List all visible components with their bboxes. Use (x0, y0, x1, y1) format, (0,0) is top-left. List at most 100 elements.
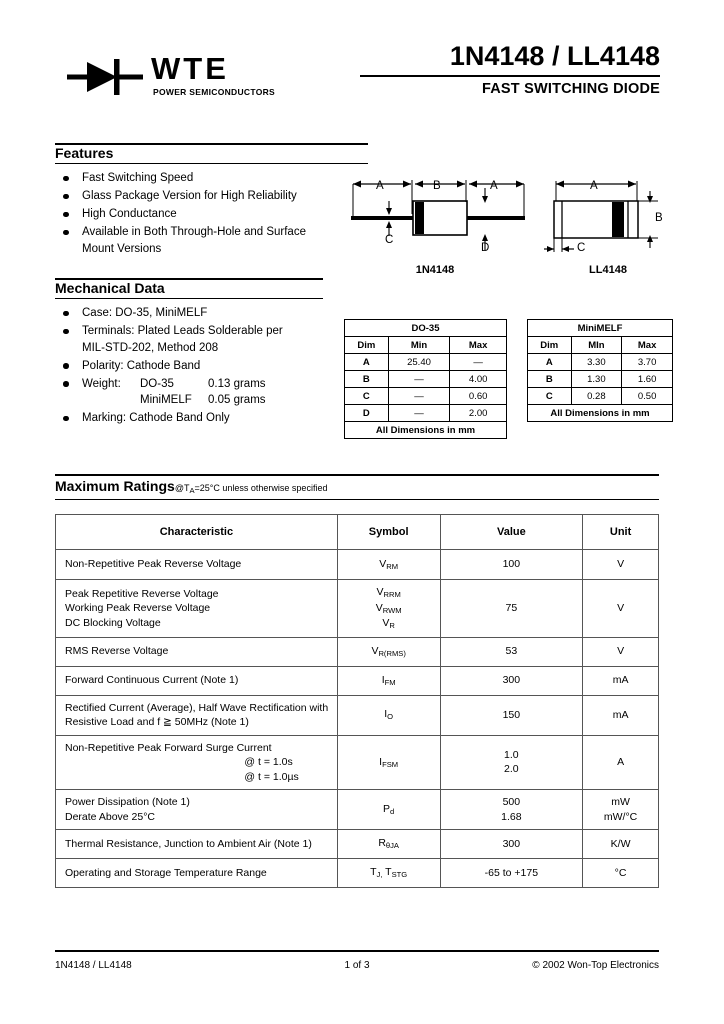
do35-col-max: Max (449, 336, 507, 354)
cell-characteristic: Non-Repetitive Peak Reverse Voltage (55, 549, 338, 580)
do35-dim-label-d: D (481, 242, 490, 254)
weight-value-1: 0.13 grams (208, 377, 266, 390)
table-row: B 1.30 1.60 (527, 370, 673, 388)
cell-characteristic: Peak Repetitive Reverse Voltage Working … (55, 579, 338, 638)
minimelf-cell-max: 0.50 (621, 387, 673, 405)
bullet-icon (63, 229, 69, 235)
cell-unit: °C (582, 858, 659, 888)
cell-characteristic: Rectified Current (Average), Half Wave R… (55, 694, 338, 736)
mechanical-heading: Mechanical Data (55, 280, 323, 299)
cell-unit: mA (582, 665, 659, 696)
do35-cell-dim: A (344, 353, 389, 371)
list-item: Glass Package Version for High Reliabili… (55, 188, 368, 205)
feature-text: Fast Switching Speed (82, 172, 194, 184)
table-row: Forward Continuous Current (Note 1) IFM … (55, 665, 659, 696)
cell-unit: V (582, 636, 659, 667)
do35-cell-min: — (387, 370, 451, 388)
minimelf-dimension-table: MiniMELF Dim MIn Max A 3.30 3.70 B 1.30 … (527, 319, 673, 422)
surge-conditions: @ t = 1.0s @ t = 1.0µs (244, 756, 299, 783)
footer-part-number: 1N4148 / LL4148 (55, 960, 132, 971)
do35-cell-dim: B (344, 370, 389, 388)
do35-dimension-table: DO-35 Dim Min Max A 25.40 — B — 4.00 C —… (344, 319, 507, 439)
list-item: Weight: DO-35 0.13 grams MiniMELF 0.05 grams (55, 376, 323, 409)
minimelf-table-footnote: All Dimensions in mm (527, 404, 673, 422)
list-item: Polarity: Cathode Band (55, 358, 323, 375)
minimelf-cell-dim: A (527, 353, 572, 371)
ratings-top-rule (55, 474, 659, 476)
mechanical-top-rule (55, 278, 323, 280)
do35-col-min: Min (387, 336, 451, 354)
table-row: Power Dissipation (Note 1) Derate Above … (55, 789, 659, 830)
bullet-icon (63, 363, 69, 369)
do35-cell-min: 25.40 (387, 353, 451, 371)
ratings-table-wrap: Characteristic Symbol Value Unit Non-Rep… (55, 514, 659, 888)
table-row: Thermal Resistance, Junction to Ambient … (55, 829, 659, 859)
cell-value: 500 1.68 (439, 789, 584, 830)
table-header-row: Characteristic Symbol Value Unit (55, 514, 659, 550)
do35-cell-min: — (387, 387, 451, 405)
minimelf-cell-min: 3.30 (570, 353, 623, 371)
cell-symbol: VRRM VRWM VR (336, 579, 441, 638)
do35-col-dim: Dim (344, 336, 389, 354)
features-top-rule (55, 143, 368, 145)
maximum-ratings-section: Maximum Ratings@TA=25°C unless otherwise… (55, 474, 659, 500)
do35-dim-label-c: C (385, 234, 394, 246)
ratings-heading-note: @TA=25°C unless otherwise specified (174, 483, 328, 495)
weight-label: Weight: (82, 377, 121, 390)
cell-value: 300 (439, 665, 584, 696)
weight-package-2: MiniMELF (140, 394, 192, 406)
logo-wordmark: WTE (151, 51, 229, 86)
page-header: WTE POWER SEMICONDUCTORS 1N4148 / LL4148… (55, 40, 660, 120)
minimelf-cell-max: 1.60 (621, 370, 673, 388)
cell-value: 100 (439, 549, 584, 580)
do35-cell-dim: D (344, 404, 389, 422)
do35-dim-label-b: B (433, 180, 441, 192)
table-row: Peak Repetitive Reverse Voltage Working … (55, 579, 659, 638)
minimelf-table-title: MiniMELF (527, 319, 673, 337)
mechanical-text: Case: DO-35, MiniMELF (82, 307, 208, 319)
col-unit: Unit (582, 514, 659, 550)
do35-outline-drawing (351, 180, 525, 250)
footer-divider (55, 950, 659, 952)
cell-unit: A (582, 734, 659, 790)
list-item: Terminals: Plated Leads Solderable per MI… (55, 323, 323, 356)
mechanical-text: Polarity: Cathode Band (82, 359, 201, 372)
cell-value: 75 (439, 579, 584, 638)
cell-unit: V (582, 579, 659, 638)
minimelf-cell-min: 0.28 (570, 387, 623, 405)
minimelf-outline-drawing (544, 180, 658, 252)
minimelf-dim-label-c: C (577, 242, 586, 254)
list-item: Fast Switching Speed (55, 170, 368, 187)
cell-unit: mA (582, 694, 659, 736)
features-list: Fast Switching Speed Glass Package Versi… (55, 170, 368, 257)
mechanical-data-section: Mechanical Data Case: DO-35, MiniMELF Te… (55, 278, 323, 428)
list-item: Marking: Cathode Band Only (55, 410, 323, 427)
bullet-icon (63, 193, 69, 199)
features-section: Features Fast Switching Speed Glass Pack… (55, 143, 368, 259)
page-footer: 1N4148 / LL4148 1 of 3 © 2002 Won-Top El… (55, 950, 659, 976)
do35-cell-max: — (449, 353, 507, 371)
do35-dim-label-a-right: A (490, 180, 498, 192)
table-row: Rectified Current (Average), Half Wave R… (55, 694, 659, 736)
features-heading: Features (55, 145, 368, 164)
cell-value: 150 (439, 694, 584, 736)
bullet-icon (63, 310, 69, 316)
minimelf-dim-label-b: B (655, 212, 663, 224)
cell-symbol: TJ, TSTG (336, 858, 441, 888)
title-divider (360, 75, 660, 77)
table-row: A 25.40 — (344, 353, 507, 371)
mechanical-list: Case: DO-35, MiniMELF Terminals: Plated … (55, 305, 323, 427)
list-item: Available in Both Through-Hole and Surfa… (55, 224, 368, 257)
ratings-heading-row: Maximum Ratings@TA=25°C unless otherwise… (55, 476, 659, 500)
cell-characteristic: Operating and Storage Temperature Range (55, 858, 338, 888)
minimelf-caption: LL4148 (589, 264, 627, 276)
cell-value: -65 to +175 (439, 858, 584, 888)
cell-symbol: IFSM (336, 734, 441, 790)
weight-value-2: 0.05 grams (208, 394, 266, 406)
footer-row: 1N4148 / LL4148 1 of 3 © 2002 Won-Top El… (55, 960, 659, 976)
cell-symbol: IO (336, 694, 441, 736)
minimelf-cell-min: 1.30 (570, 370, 623, 388)
table-row: A 3.30 3.70 (527, 353, 673, 371)
package-drawings: A B A C D 1N4148 (345, 168, 675, 283)
